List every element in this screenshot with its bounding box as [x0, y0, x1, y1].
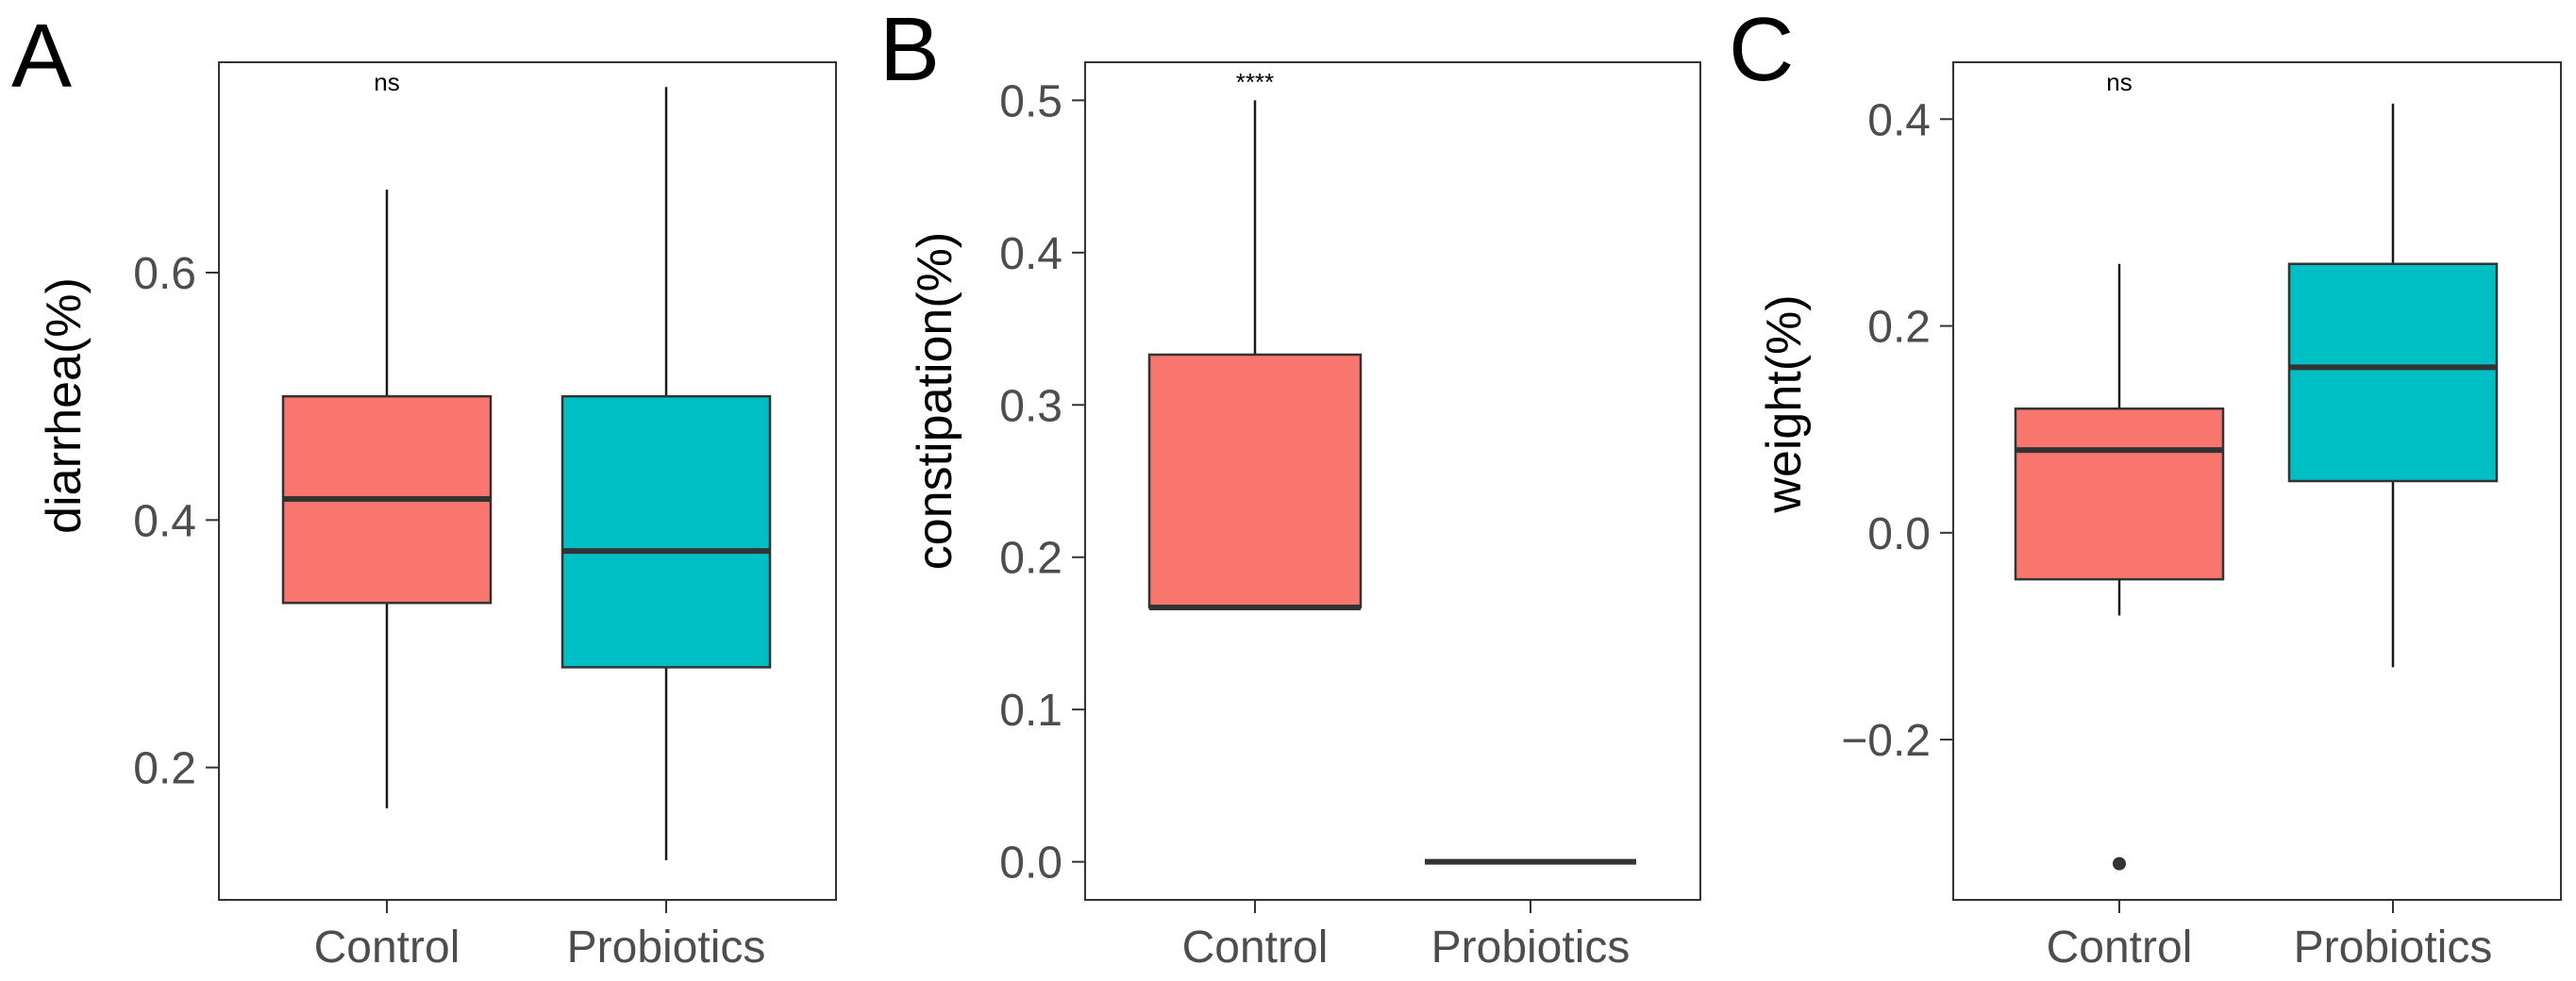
box-c-control — [2014, 263, 2225, 871]
plot-frame-c — [1952, 61, 2562, 901]
boxes-a — [281, 87, 772, 861]
significance-label-c: ns — [2106, 68, 2132, 96]
significance-label-a: ns — [374, 68, 399, 96]
panel-letter-b: B — [879, 0, 940, 100]
boxes-b — [1147, 100, 1636, 865]
y-tick-label-c-3: 0.4 — [1867, 95, 1931, 145]
panel-letter-a: A — [11, 6, 72, 107]
x-tick-labels-b: Control Probiotics — [1182, 900, 1631, 973]
box-c-probiotics — [2287, 103, 2499, 668]
box-a-probiotics — [560, 87, 772, 861]
y-tick-label-b-3: 0.3 — [999, 381, 1062, 431]
panel-c: C weight(%) −0.2 0.0 0.2 0.4 Control Probiot… — [1729, 0, 2562, 973]
y-axis-title-a: diarrhea(%) — [37, 277, 92, 534]
box-body-a-probiotics — [560, 394, 772, 669]
y-tick-label-a-0: 0.2 — [133, 744, 196, 794]
x-tick-label-a-probiotics: Probiotics — [567, 923, 766, 973]
y-tick-label-c-2: 0.2 — [1867, 303, 1931, 353]
panel-a: A diarrhea(%) 0.2 0.4 0.6 Control Probiotic… — [11, 6, 837, 973]
plot-frame-a — [218, 61, 837, 901]
y-tick-label-b-0: 0.0 — [999, 839, 1062, 889]
y-tick-label-b-4: 0.4 — [999, 229, 1062, 279]
y-tick-label-a-1: 0.4 — [133, 496, 196, 546]
plot-frame-b — [1084, 61, 1701, 901]
y-ticks-a: 0.2 0.4 0.6 — [133, 249, 219, 794]
y-tick-label-b-2: 0.2 — [999, 534, 1062, 584]
outlier-point-c-control-0 — [2113, 856, 2126, 871]
y-tick-label-a-2: 0.6 — [133, 249, 196, 299]
y-ticks-b: 0.0 0.1 0.2 0.3 0.4 0.5 — [999, 76, 1085, 889]
y-tick-label-b-1: 0.1 — [999, 686, 1062, 736]
x-tick-labels-c: Control Probiotics — [2047, 900, 2493, 973]
x-tick-label-b-probiotics: Probiotics — [1431, 923, 1631, 973]
y-axis-title-c: weight(%) — [1757, 294, 1812, 513]
box-body-c-probiotics — [2287, 262, 2499, 483]
significance-label-b: **** — [1236, 68, 1274, 96]
box-body-b-control — [1147, 353, 1363, 609]
boxes-c — [2014, 103, 2499, 871]
y-ticks-c: −0.2 0.0 0.2 0.4 — [1841, 95, 1953, 766]
box-body-c-control — [2014, 407, 2225, 581]
y-tick-label-c-1: 0.0 — [1867, 509, 1931, 559]
x-tick-label-b-control: Control — [1182, 923, 1329, 973]
box-a-control — [281, 190, 493, 808]
y-axis-title-b: constipation(%) — [908, 232, 962, 570]
y-tick-label-b-5: 0.5 — [999, 76, 1062, 126]
box-b-control — [1147, 100, 1363, 611]
y-tick-label-c-0: −0.2 — [1841, 716, 1931, 766]
panel-b: B constipation(%) 0.0 0.1 0.2 0.3 0.4 0.5 Con… — [879, 0, 1701, 973]
panel-letter-c: C — [1729, 0, 1794, 100]
x-tick-label-c-probiotics: Probiotics — [2294, 923, 2493, 973]
x-tick-label-c-control: Control — [2047, 923, 2193, 973]
x-tick-labels-a: Control Probiotics — [314, 900, 766, 973]
x-tick-label-a-control: Control — [314, 923, 460, 973]
